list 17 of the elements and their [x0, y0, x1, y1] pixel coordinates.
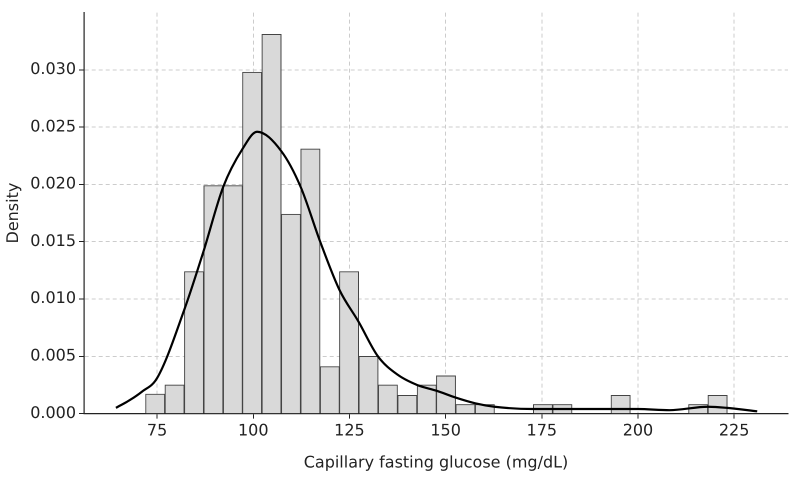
y-tick-label: 0.005	[30, 345, 76, 364]
x-tick-label: 75	[146, 420, 168, 440]
x-tick-label: 150	[430, 420, 461, 440]
x-tick-label: 100	[238, 420, 269, 440]
x-tick-label: 225	[718, 420, 750, 440]
y-tick-label: 0.020	[30, 174, 76, 193]
y-tick-label: 0.025	[30, 116, 76, 136]
y-tick-label: 0.015	[30, 230, 76, 250]
y-axis-title: Density	[2, 182, 22, 244]
x-tick-label: 200	[622, 420, 654, 440]
y-tick-label: 0.030	[30, 59, 76, 78]
y-tick-label: 0.000	[30, 402, 76, 422]
y-tick-label: 0.010	[30, 288, 76, 308]
x-axis-title: Capillary fasting glucose (mg/dL)	[304, 452, 568, 472]
line-series	[114, 130, 758, 412]
x-tick-label: 125	[334, 420, 365, 440]
x-tick-label: 175	[526, 420, 558, 440]
